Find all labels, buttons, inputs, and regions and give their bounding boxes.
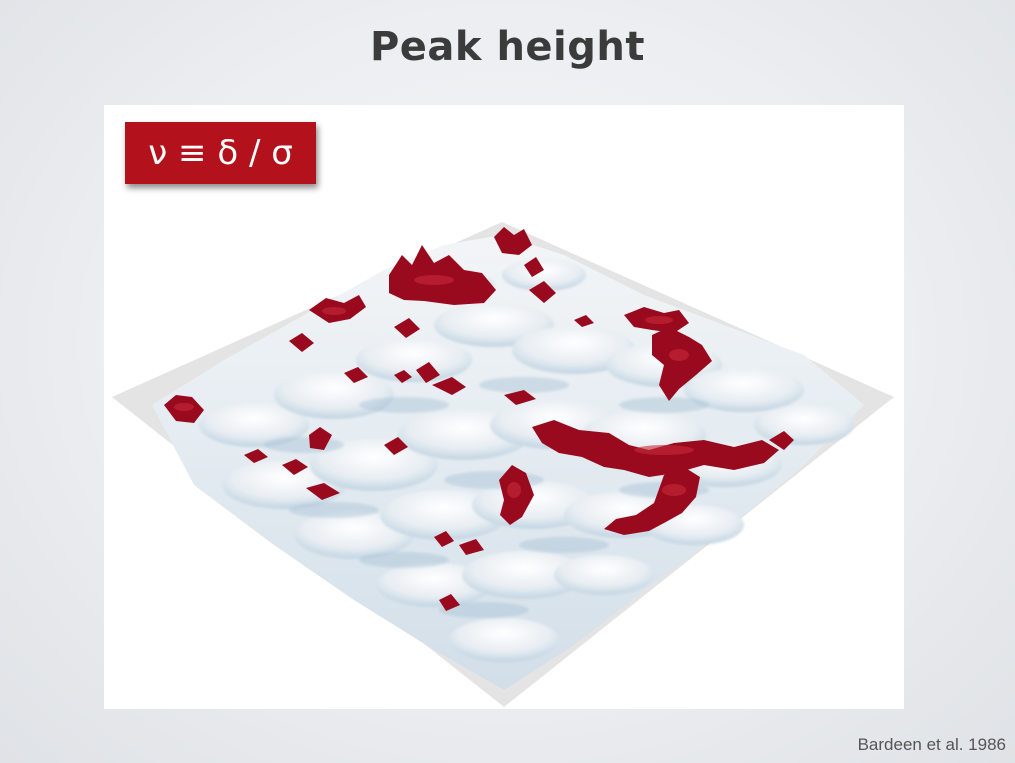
- slide-title: Peak height: [369, 24, 645, 70]
- density-field-figure: ν ≡ δ / σ: [104, 105, 904, 709]
- citation: Bardeen et al. 1986: [857, 735, 1006, 754]
- density-surface-plot: [112, 222, 894, 707]
- formula-badge: ν ≡ δ / σ: [125, 122, 316, 184]
- peak-highlights: [174, 275, 694, 498]
